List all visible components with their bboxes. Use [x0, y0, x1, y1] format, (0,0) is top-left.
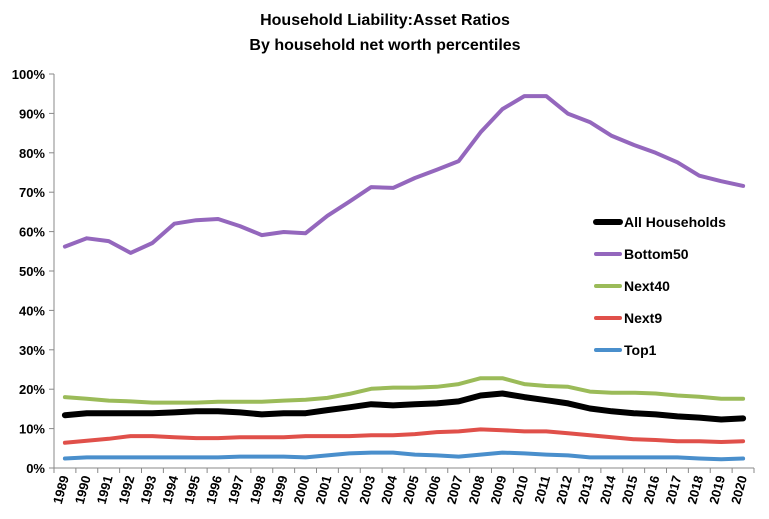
x-tick-label: 2003 [356, 474, 378, 506]
x-tick-label: 2001 [312, 474, 334, 506]
x-tick-label: 1999 [269, 474, 291, 506]
series-line-next40 [62, 376, 746, 405]
x-tick-label: 2005 [400, 474, 422, 506]
x-tick-label: 2011 [531, 474, 553, 505]
y-tick-label: 80% [19, 146, 45, 161]
series-line-top1 [62, 450, 746, 462]
x-tick-label: 1994 [159, 473, 181, 506]
x-tick-label: 2016 [640, 474, 662, 506]
x-tick-label: 2017 [662, 474, 684, 506]
legend-label-top1: Top1 [624, 342, 657, 358]
x-tick-label: 2008 [465, 474, 487, 506]
series-line-all-households [61, 390, 747, 423]
series-lines [61, 94, 747, 462]
y-tick-label: 70% [19, 185, 45, 200]
x-tick-label: 2007 [444, 474, 466, 506]
x-tick-label: 1997 [225, 474, 247, 506]
y-tick-label: 40% [19, 303, 45, 318]
y-tick-label: 0% [26, 461, 45, 476]
x-tick-label: 2010 [509, 474, 531, 506]
legend-label-next40: Next40 [624, 278, 670, 294]
x-tick-label: 1995 [181, 474, 203, 506]
x-tick-label: 1990 [72, 474, 94, 506]
x-tick-label: 2018 [684, 474, 706, 506]
series-line-next9 [62, 427, 746, 445]
legend-label-bottom50: Bottom50 [624, 246, 689, 262]
series-line-bottom50 [62, 94, 746, 255]
x-tick-label: 2015 [619, 474, 641, 506]
x-tick-label: 1991 [94, 474, 116, 506]
y-tick-label: 50% [19, 264, 45, 279]
legend-label-all-households: All Households [624, 214, 726, 230]
y-tick-label: 20% [19, 382, 45, 397]
x-tick-label: 2019 [706, 474, 728, 506]
x-tick-label: 1998 [247, 474, 269, 506]
y-tick-label: 60% [19, 225, 45, 240]
chart-title: Household Liability:Asset Ratios [260, 12, 510, 29]
y-tick-label: 100% [12, 67, 46, 82]
x-tick-label: 2002 [334, 474, 356, 506]
y-tick-label: 10% [19, 422, 45, 437]
legend-label-next9: Next9 [624, 310, 662, 326]
x-tick-label: 2004 [378, 473, 400, 506]
x-tick-label: 1996 [203, 474, 225, 506]
y-tick-label: 90% [19, 106, 45, 121]
x-tick-label: 1993 [137, 474, 159, 506]
x-tick-label: 2012 [553, 474, 575, 506]
y-tick-label: 30% [19, 343, 45, 358]
x-tick-label: 2000 [290, 474, 312, 506]
x-tick-label: 2014 [597, 473, 619, 506]
x-tick-label: 2006 [422, 474, 444, 506]
axes: 0%10%20%30%40%50%60%70%80%90%100%1989 199… [12, 67, 755, 506]
x-tick-label: 2020 [728, 474, 750, 506]
chart-subtitle: By household net worth percentiles [249, 37, 520, 54]
legend: All Households Bottom50 Next40 Next9 Top1 [593, 214, 726, 358]
x-tick-label: 1989 [50, 474, 72, 506]
x-tick-label: 2009 [487, 474, 509, 506]
x-tick-label: 2013 [575, 474, 597, 506]
x-tick-label: 1992 [115, 474, 137, 506]
